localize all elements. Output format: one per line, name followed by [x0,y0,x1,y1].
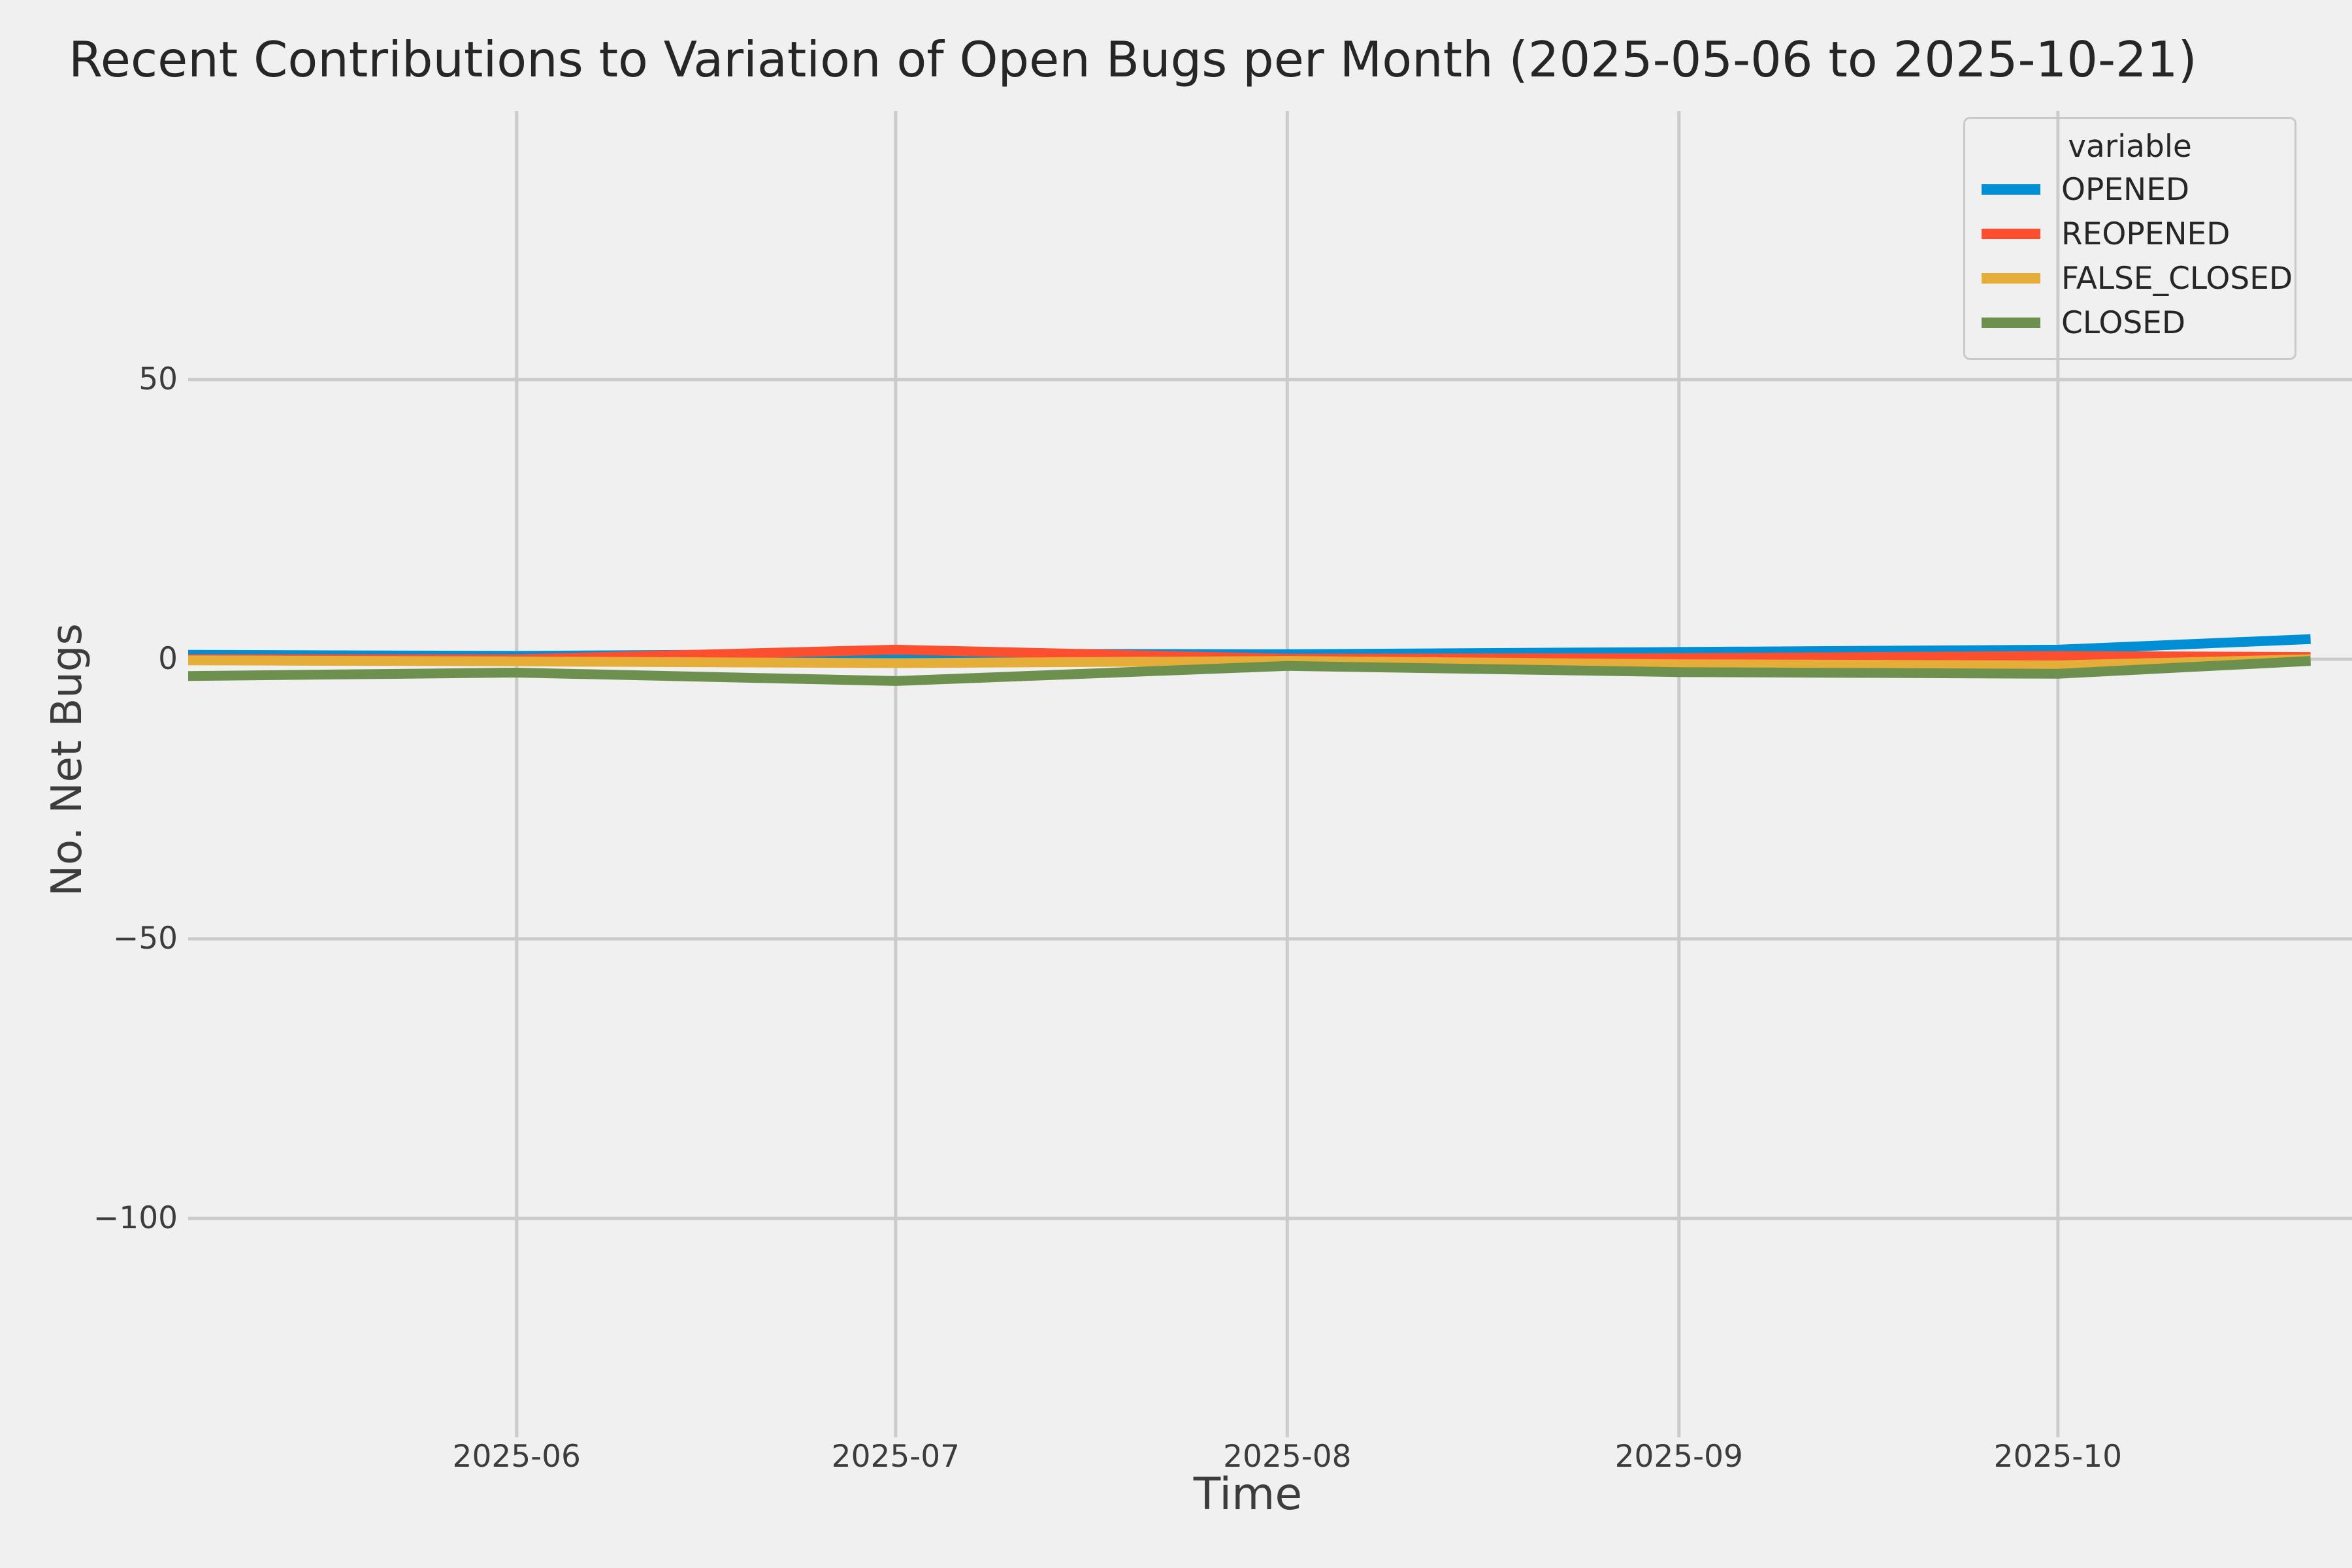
x-tick-label: 2025-06 [452,1439,581,1475]
legend-swatch-icon [1982,318,2040,328]
legend-entry-false_closed: FALSE_CLOSED [1965,256,2295,301]
x-tick-label: 2025-08 [1223,1439,1352,1475]
chart-title: Recent Contributions to Variation of Ope… [69,31,2197,88]
y-tick-label: −100 [93,1200,178,1236]
legend-label: OPENED [2061,171,2190,208]
legend-items: OPENED REOPENED FALSE_CLOSED CLOSED [1965,167,2295,345]
x-axis-label: Time [1193,1469,1303,1520]
legend-swatch-icon [1982,273,2040,284]
legend-label: FALSE_CLOSED [2061,260,2293,297]
x-tick-label: 2025-09 [1614,1439,1743,1475]
x-tick-label: 2025-07 [831,1439,960,1475]
legend-entry-opened: OPENED [1965,167,2295,212]
legend-title: variable [2068,129,2192,165]
legend-entry-reopened: REOPENED [1965,212,2295,256]
x-tick-label: 2025-10 [1993,1439,2123,1475]
legend-swatch-icon [1982,229,2040,239]
legend-swatch-icon [1982,184,2040,195]
y-tick-label: −50 [112,921,178,956]
series-line-closed [188,656,2311,686]
legend-entry-closed: CLOSED [1965,301,2295,345]
legend-label: CLOSED [2061,304,2186,341]
y-tick-label: 0 [158,641,178,677]
series-line-false_closed [188,654,2311,670]
y-tick-label: 50 [139,361,178,397]
legend-label: REOPENED [2061,216,2230,252]
legend: variable OPENED REOPENED FALSE_CLOSED CLOSE… [1963,117,2296,360]
